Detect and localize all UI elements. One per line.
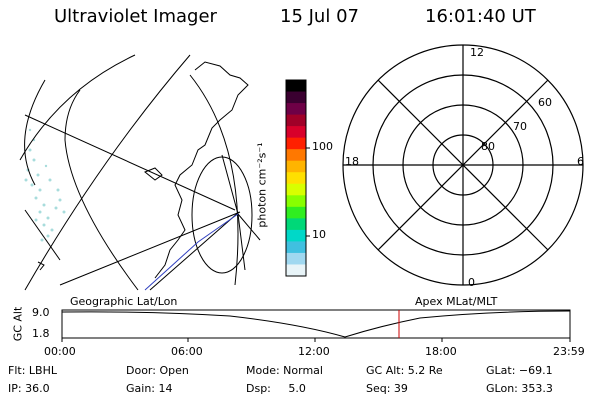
colorbar-segment: [286, 183, 306, 196]
mlt-label-18: 18: [345, 155, 359, 168]
colorbar-segment: [286, 195, 306, 208]
auroral-emission-dots: [24, 128, 66, 242]
mlt-label-6: 6: [577, 155, 584, 168]
colorbar-segment: [286, 126, 306, 139]
polar-panel-label: Apex MLat/MLT: [415, 295, 498, 308]
colorbar-segment: [286, 241, 306, 254]
colorbar-segment: [286, 252, 306, 265]
colorbar-segment: [286, 114, 306, 127]
colorbar-frame: [285, 79, 307, 277]
colorbar-segment: [286, 218, 306, 231]
colorbar-segment: [286, 80, 306, 93]
altitude-plot: [61, 309, 571, 342]
altitude-axis-label: GC Alt: [11, 306, 25, 342]
glon-value: GLon: 353.3: [486, 382, 553, 395]
colorbar-segment: [286, 137, 306, 150]
time-tick-2359: 23:59: [553, 345, 585, 358]
time-tick-1200: 12:00: [298, 345, 330, 358]
time-tick-0600: 06:00: [171, 345, 203, 358]
colorbar-segment: [286, 103, 306, 116]
mode-value: Mode: Normal: [246, 364, 323, 377]
ip-value: IP: 36.0: [8, 382, 50, 395]
colorbar-segment: [286, 149, 306, 162]
observation-time: 16:01:40 UT: [425, 6, 536, 27]
seq-value: Seq: 39: [366, 382, 408, 395]
altitude-tick-1-8: 1.8: [32, 327, 50, 340]
time-tick-1800: 18:00: [425, 345, 457, 358]
glat-value: GLat: −69.1: [486, 364, 553, 377]
colorbar-segment: [286, 160, 306, 173]
polar-grid: [342, 44, 584, 286]
mlt-label-12: 12: [470, 46, 484, 59]
door-status: Door: Open: [126, 364, 189, 377]
mlt-label-0: 0: [468, 276, 475, 289]
observation-date: 15 Jul 07: [280, 6, 359, 27]
filter-value: Flt: LBHL: [8, 364, 57, 377]
colorbar-tick-100: 100: [312, 140, 333, 153]
geographic-map: [19, 54, 261, 291]
colorbar-segment: [286, 206, 306, 219]
time-tick-0000: 00:00: [44, 345, 76, 358]
intensity-colorbar: [285, 79, 310, 277]
altitude-tick-9: 9.0: [32, 306, 50, 319]
gain-value: Gain: 14: [126, 382, 173, 395]
mlat-label-60: 60: [538, 96, 552, 109]
gc-alt-value: GC Alt: 5.2 Re: [366, 364, 443, 377]
colorbar-tick-10: 10: [312, 228, 326, 241]
mlat-label-70: 70: [513, 120, 527, 133]
colorbar-segment: [286, 91, 306, 104]
instrument-title: Ultraviolet Imager: [54, 6, 217, 27]
geographic-panel-label: Geographic Lat/Lon: [70, 295, 178, 308]
dsp-value: Dsp: 5.0: [246, 382, 306, 395]
mlat-label-80: 80: [481, 140, 495, 153]
colorbar-unit-label: photon cm⁻²s⁻¹: [255, 142, 269, 228]
colorbar-segment: [286, 229, 306, 242]
colorbar-segment: [286, 264, 306, 277]
colorbar-segment: [286, 172, 306, 185]
